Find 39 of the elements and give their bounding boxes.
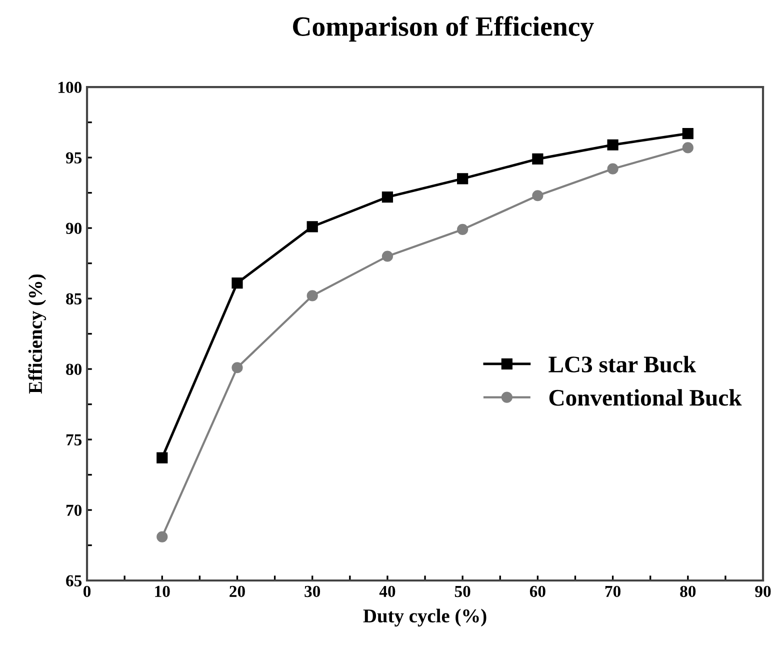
point: [532, 153, 544, 165]
y-tick-label: 80: [66, 364, 82, 375]
point: [532, 190, 544, 202]
y-tick-label: 75: [66, 434, 82, 446]
x-tick-label: 70: [605, 586, 620, 598]
legend-label: Conventional Buck: [549, 389, 742, 406]
y-tick-label: 65: [66, 575, 82, 586]
x-tick-label: 60: [530, 586, 546, 598]
x-tick-label: 40: [379, 586, 396, 598]
y-axis-title: Efficiency (%): [28, 274, 46, 394]
x-tick-label: 30: [304, 586, 320, 598]
point: [682, 128, 694, 140]
point: [607, 163, 618, 174]
x-tick-label: 0: [83, 586, 91, 598]
y-tick-label: 70: [66, 504, 82, 516]
chart-title: Comparison of Efficiency: [293, 16, 594, 42]
point: [457, 173, 468, 184]
y-tick-label: 100: [58, 82, 82, 94]
point: [682, 142, 694, 154]
x-tick-label: 50: [454, 586, 470, 598]
y-tick-label: 95: [66, 152, 82, 164]
legend-label: LC3 star Buck: [548, 356, 696, 372]
point: [457, 224, 468, 236]
point: [232, 362, 243, 374]
x-tick-label: 80: [680, 586, 696, 598]
x-tick-label: 90: [755, 586, 771, 598]
x-axis-title: Duty cycle (%): [363, 608, 486, 626]
point: [382, 191, 394, 203]
point: [156, 452, 168, 464]
point: [232, 277, 243, 289]
point: [156, 531, 168, 542]
y-tick-label: 90: [66, 222, 82, 234]
x-tick-label: 20: [230, 586, 245, 598]
point: [306, 221, 318, 232]
point: [306, 290, 318, 302]
y-tick-label: 85: [66, 293, 82, 304]
point: [382, 250, 394, 262]
point: [607, 139, 618, 150]
x-tick-label: 10: [155, 586, 170, 598]
